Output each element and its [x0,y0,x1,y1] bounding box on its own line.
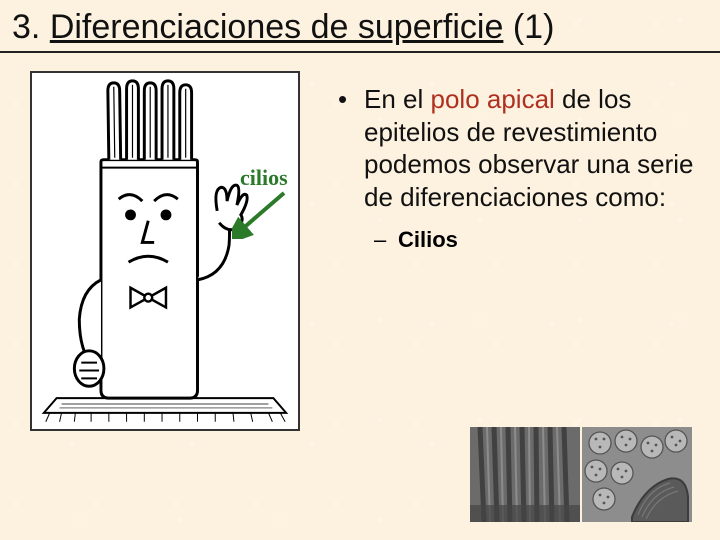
micrograph-longitudinal [470,427,580,522]
arrow-icon [232,189,292,239]
micrograph-row [470,427,692,522]
right-column: • En el polo apical de los epitelios de … [330,71,700,431]
slide-title: 3. Diferenciaciones de superficie (1) [0,0,720,51]
bullet-dot-icon: • [338,83,364,213]
bullet-highlight: polo apical [431,84,555,114]
title-suffix: (1) [513,8,555,46]
cartoon-figure [30,71,300,431]
bullet-text: En el polo apical de los epitelios de re… [364,83,700,213]
figure-label: cilios [240,165,288,191]
cartoon-svg [32,73,298,428]
main-bullet: • En el polo apical de los epitelios de … [338,83,700,213]
left-column: cilios [30,71,330,431]
title-main: Diferenciaciones de superficie [50,8,504,46]
dash-icon: – [374,227,398,253]
content-area: cilios • En el polo apical de los epitel… [0,53,720,431]
sub-bullet-text: Cilios [398,227,458,253]
bullet-prefix: En el [364,84,431,114]
micrograph-cross [582,427,692,522]
title-number: 3. [12,8,40,46]
sub-bullet: – Cilios [338,227,700,253]
